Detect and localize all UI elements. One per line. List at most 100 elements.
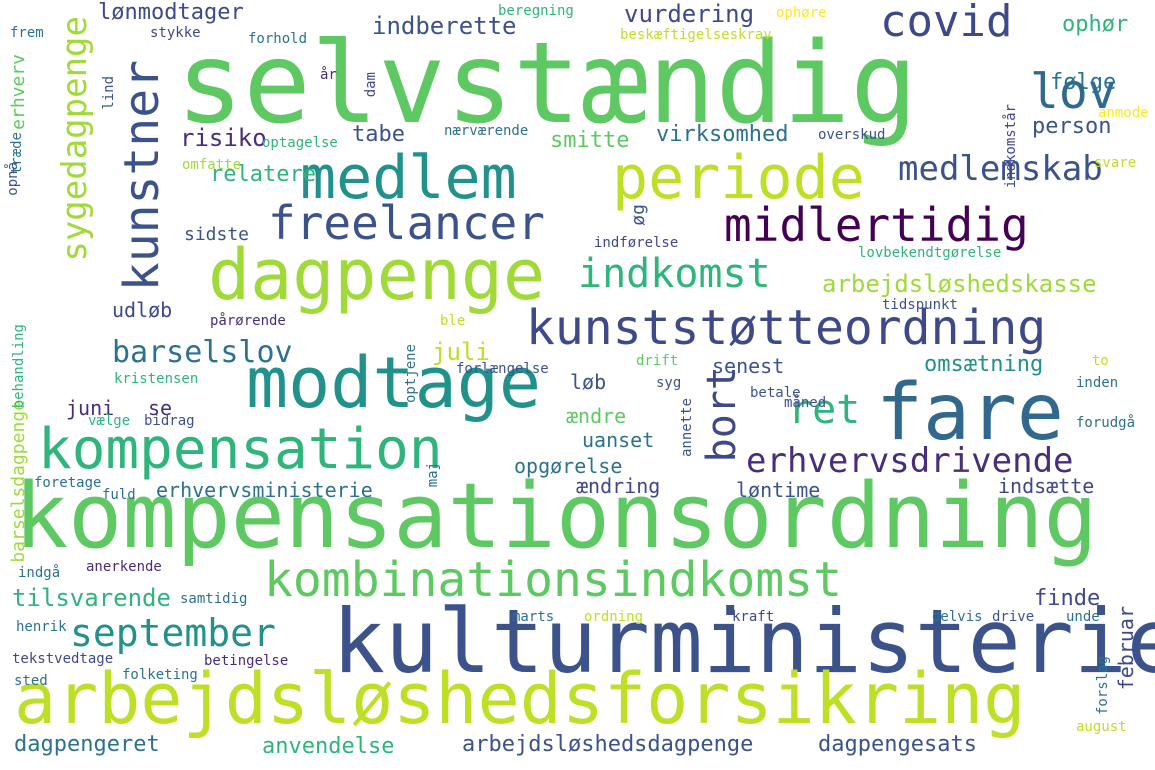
word-anerkende: anerkende (86, 559, 162, 575)
word-drive: drive (992, 609, 1035, 625)
word-indgaa: indgå (18, 565, 61, 581)
word-anmode: anmode (1098, 105, 1149, 121)
word-forlaengelse: forlængelse (456, 361, 549, 377)
word-dagpengesats: dagpengesats (818, 732, 977, 757)
word-omsaetning: omsætning (924, 352, 1044, 377)
word-loeb: løb (570, 370, 607, 394)
word-kristensen: kristensen (114, 371, 199, 387)
word-omfatte: omfatte (182, 157, 242, 173)
word-uanset: uanset (582, 428, 655, 452)
word-person: person (1032, 114, 1112, 139)
word-paaroerende: pårørende (210, 313, 286, 329)
word-kraft: kraft (732, 609, 775, 625)
word-naervaerende: nærværende (444, 123, 529, 139)
word-inden: inden (1076, 375, 1119, 391)
word-to: to (1092, 353, 1109, 369)
word-bort: bort (699, 366, 745, 463)
word-august: august (1076, 719, 1127, 735)
word-ble: ble (440, 313, 466, 329)
word-tilsvarende: tilsvarende (12, 584, 171, 612)
word-smitte: smitte (550, 128, 630, 153)
word-lov: lov (1030, 64, 1117, 120)
word-indkomstaar: indkomstår (1003, 104, 1019, 189)
word-barselslov: barselslov (112, 335, 293, 370)
word-juni: juni (66, 396, 115, 420)
word-syg: syg (656, 375, 682, 391)
word-ret: ret (788, 387, 861, 433)
word-frem: frem (10, 25, 44, 41)
word-virksomhed: virksomhed (656, 122, 789, 147)
word-finde: finde (1034, 586, 1101, 611)
word-modtage: modtage (246, 342, 542, 424)
word-overskud: overskud (818, 127, 886, 143)
word-maj: maj (425, 462, 441, 488)
word-stykke: stykke (150, 25, 201, 41)
word-maaned: måned (784, 395, 827, 411)
word-fare: fare (876, 368, 1064, 458)
word-kombinationsindkomst: kombinationsindkomst (264, 552, 842, 608)
word-aendring: ændring (576, 474, 661, 498)
word-loentime: løntime (736, 478, 821, 502)
word-september: september (70, 611, 276, 655)
word-erhvervsministerie: erhvervsministerie (156, 478, 373, 502)
word-indsaette: indsætte (998, 474, 1095, 498)
word-betale: betale (750, 385, 801, 401)
word-folketing: folketing (122, 667, 198, 683)
word-indfoerelse: indførelse (594, 235, 679, 251)
word-ophoere: ophøre (776, 5, 827, 21)
word-udloeb: udløb (112, 298, 173, 322)
word-risiko: risiko (180, 124, 267, 152)
word-medlemskab: medlemskab (898, 149, 1103, 189)
word-behandling: behandling (11, 324, 27, 409)
word-freelancer: freelancer (268, 196, 545, 250)
word-ophoer: ophør (1062, 12, 1129, 37)
word-juli: juli (432, 338, 490, 366)
word-sygedagpenge: sygedagpenge (55, 16, 95, 262)
word-covid: covid (880, 0, 1013, 47)
word-henrik: henrik (16, 619, 67, 635)
word-indberette: indberette (372, 12, 517, 40)
word-unde: unde (1066, 609, 1100, 625)
word-ordning: ordning (584, 609, 644, 625)
word-anvendelse: anvendelse (262, 734, 395, 759)
word-tabe: tabe (352, 122, 405, 147)
word-vaelge: vælge (88, 413, 131, 429)
word-vurdering: vurdering (624, 0, 755, 28)
word-kunstner: kunstner (114, 60, 170, 292)
word-lovbekendtgoerelse: lovbekendtgørelse (858, 245, 1002, 261)
word-forudgaa: forudgå (1076, 415, 1136, 431)
word-aendre: ændre (566, 404, 627, 428)
word-relatere: relatere (210, 162, 316, 187)
word-kompensationsordning: kompensationsordning (14, 464, 1098, 569)
word-foelge: følge (1050, 70, 1117, 95)
word-optagelse: optagelse (262, 135, 338, 151)
word-foretage: foretage (34, 475, 102, 491)
word-aar: år (320, 67, 337, 83)
word-kompensation: kompensation (38, 417, 443, 482)
word-sted: sted (14, 673, 48, 689)
word-kulturministerie: kulturministerie (332, 590, 1155, 693)
word-samtidig: samtidig (180, 591, 248, 607)
word-beskaeftigelseskrav: beskæftigelseskrav (620, 27, 772, 43)
word-marts: marts (512, 609, 555, 625)
word-delvis: delvis (932, 609, 983, 625)
word-dagpengeret: dagpengeret (14, 732, 160, 757)
word-dagpenge: dagpenge (208, 234, 546, 316)
word-arbejdsloeshedskasse: arbejdsløshedskasse (822, 270, 1097, 298)
word-dam: dam (363, 72, 379, 98)
word-arbejdsloeshedsforsikring: arbejdsløshedsforsikring (14, 658, 1026, 740)
word-drift: drift (636, 353, 679, 369)
word-forhold: forhold (248, 31, 308, 47)
word-erhvervsdrivende: erhvervsdrivende (746, 441, 1074, 481)
word-opgoerelse: opgørelse (514, 454, 623, 478)
word-midlertidig: midlertidig (724, 198, 1029, 252)
word-februar: februar (1114, 606, 1138, 691)
word-forslag: forslag (1095, 656, 1111, 716)
word-kunststoetteordning: kunststøtteordning (526, 300, 1047, 356)
word-optjene: optjene (403, 344, 419, 404)
word-arbejdsloeshedsdagpenge: arbejdsløshedsdagpenge (462, 732, 754, 757)
word-lind: lind (101, 76, 117, 110)
word-medlem: medlem (300, 143, 517, 213)
word-annette: annette (679, 398, 695, 458)
